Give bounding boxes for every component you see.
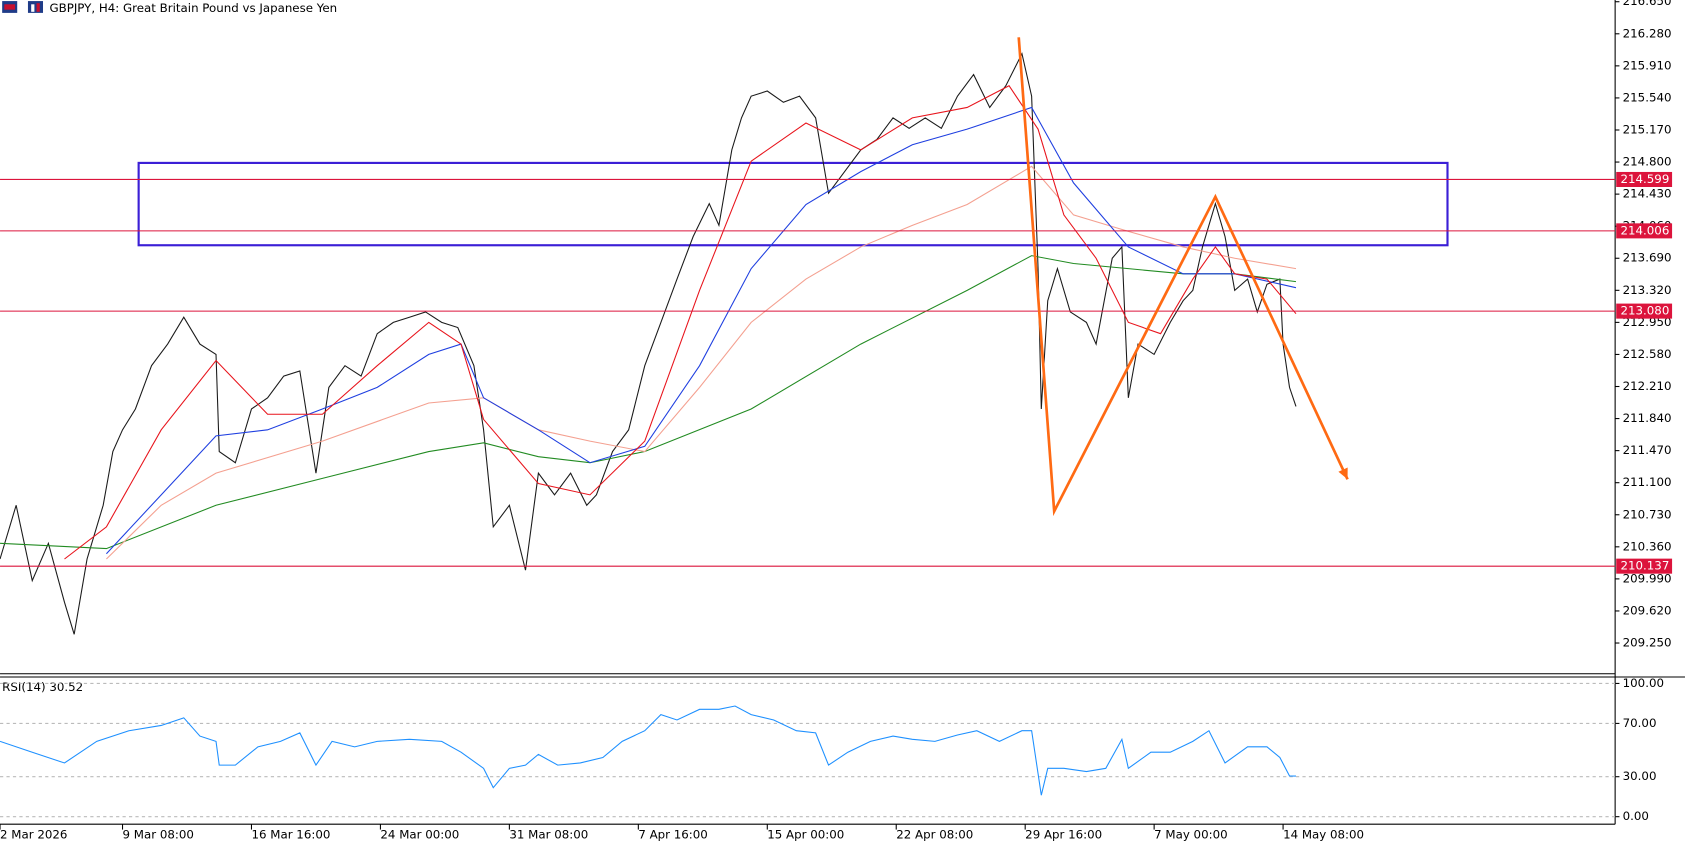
x-tick-label: 7 Apr 16:00 (638, 827, 708, 841)
y-tick-label: 209.620 (1623, 603, 1672, 617)
y-tick-label: 213.690 (1623, 251, 1672, 265)
y-tick-label: 215.170 (1623, 122, 1672, 136)
y-tick-label: 216.280 (1623, 26, 1672, 40)
y-tick-label: 211.470 (1623, 443, 1672, 457)
x-tick-label: 24 Mar 00:00 (380, 827, 459, 841)
series-line (0, 705, 1296, 796)
level-label-box (1616, 171, 1673, 187)
indicator-title: RSI(14) 30.52 (2, 680, 83, 694)
y-tick-label: 212.580 (1623, 347, 1672, 361)
chart-icon (31, 4, 35, 12)
level-label-box (1616, 223, 1673, 239)
x-tick-label: 16 Mar 16:00 (251, 827, 330, 841)
chart-icon (27, 1, 44, 13)
y-tick-label: 211.100 (1623, 475, 1672, 489)
y-tick-label: 212.210 (1623, 379, 1672, 393)
x-tick-label: 22 Apr 08:00 (896, 827, 973, 841)
series-line (64, 85, 1297, 560)
series-line (0, 52, 1297, 635)
zone-rectangle (137, 161, 1449, 247)
y-tick-label: 209.990 (1623, 571, 1672, 585)
y-tick-label: 215.910 (1623, 58, 1672, 72)
y-tick-label: 213.320 (1623, 283, 1672, 297)
y-tick-label: 214.430 (1623, 187, 1672, 201)
chart-icon (36, 3, 40, 12)
level-label: 213.080 (1621, 304, 1670, 318)
x-tick-label: 9 Mar 08:00 (123, 827, 194, 841)
arrow-head (1338, 467, 1348, 480)
y-tick-label: 214.800 (1623, 155, 1672, 169)
level-label: 210.137 (1621, 559, 1670, 573)
y-tick-label: 215.540 (1623, 90, 1672, 104)
level-label-box (1616, 303, 1673, 319)
y-tick-label: 100.00 (1623, 676, 1664, 690)
x-tick-label: 2 Mar 2026 (0, 827, 67, 841)
y-tick-label: 30.00 (1623, 769, 1657, 783)
series-line (0, 255, 1297, 550)
y-tick-label: 210.730 (1623, 507, 1672, 521)
y-tick-label: 209.250 (1623, 636, 1672, 650)
series-line (106, 106, 1297, 555)
x-tick-label: 7 May 00:00 (1154, 827, 1228, 841)
flag-icon (4, 4, 16, 10)
level-label: 214.599 (1621, 172, 1670, 186)
y-tick-label: 70.00 (1623, 716, 1657, 730)
y-tick-label: 216.650 (1623, 0, 1672, 8)
y-tick-label: 211.840 (1623, 411, 1672, 425)
y-tick-label: 0.00 (1623, 809, 1649, 823)
y-tick-label: 210.360 (1623, 539, 1672, 553)
trend-arrow (1017, 37, 1349, 517)
level-label-box (1616, 558, 1673, 574)
symbol-icons (2, 1, 44, 13)
x-tick-label: 15 Apr 00:00 (767, 827, 844, 841)
chart-title: GBPJPY, H4: Great Britain Pound vs Japan… (49, 1, 337, 15)
x-tick-label: 31 Mar 08:00 (509, 827, 588, 841)
x-tick-label: 29 Apr 16:00 (1025, 827, 1102, 841)
x-tick-label: 14 May 08:00 (1283, 827, 1364, 841)
level-label: 214.006 (1621, 223, 1670, 237)
